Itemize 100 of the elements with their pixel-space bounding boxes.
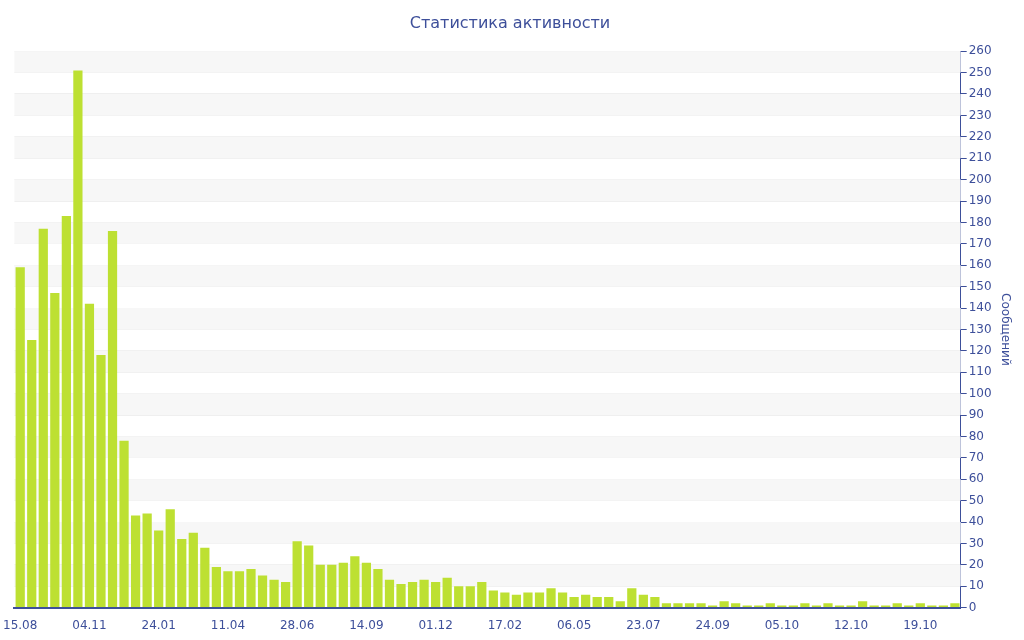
chart-title: Статистика активности: [409, 12, 611, 32]
bar: [234, 571, 245, 608]
y-tick-label: 20: [968, 556, 984, 571]
y-tick-label: 140: [968, 300, 992, 315]
bar: [465, 586, 475, 608]
bar: [315, 564, 325, 608]
bar: [765, 603, 775, 608]
bar: [165, 509, 175, 608]
bar: [211, 566, 221, 608]
bar: [534, 592, 545, 608]
x-tick-label: 06.05: [556, 617, 592, 632]
x-tick-label: 14.09: [349, 617, 384, 632]
bar: [523, 592, 533, 608]
x-tick-label: 23.07: [626, 617, 661, 632]
bar: [27, 340, 37, 608]
bar: [142, 513, 152, 608]
y-tick-label: 60: [968, 471, 984, 486]
bar: [188, 532, 198, 608]
x-tick-label: 24.01: [141, 617, 176, 632]
bar: [304, 545, 314, 608]
x-tick-label: 19.10: [903, 617, 938, 632]
y-tick-label: 80: [968, 428, 984, 443]
bar: [719, 601, 729, 608]
bar: [638, 594, 648, 608]
bar: [130, 515, 141, 608]
bar: [661, 603, 672, 608]
x-tick-label: 28.06: [279, 617, 315, 632]
y-tick-label: 160: [968, 257, 992, 272]
bar: [338, 562, 348, 608]
bar: [200, 547, 210, 608]
x-tick-label: 24.09: [695, 617, 730, 632]
y-tick-label: 180: [968, 214, 992, 229]
bar: [823, 603, 833, 608]
y-tick-label: 130: [968, 321, 992, 336]
bar: [857, 601, 868, 608]
bar: [454, 586, 464, 608]
y-tick-label: 260: [968, 43, 992, 58]
y-tick-label: 90: [968, 407, 984, 422]
bar: [604, 596, 614, 608]
x-tick-label: 17.02: [487, 617, 523, 632]
y-tick-label: 120: [968, 342, 992, 357]
bar: [177, 539, 187, 608]
bar: [488, 590, 498, 608]
bar: [350, 556, 360, 608]
bar: [477, 581, 487, 608]
bar: [50, 293, 60, 608]
bar: [673, 603, 683, 608]
y-tick-label: 250: [968, 64, 992, 79]
bar: [154, 530, 164, 608]
x-tick-label: 15.08: [3, 617, 38, 632]
bar: [223, 571, 233, 608]
y-tick-label: 220: [968, 128, 992, 143]
bar: [627, 588, 637, 608]
bar: [800, 603, 810, 608]
y-tick-label: 170: [968, 235, 992, 250]
bar: [373, 569, 383, 608]
y-tick-label: 150: [968, 278, 992, 293]
bar: [511, 594, 522, 608]
bar: [442, 577, 452, 608]
y-tick-label: 190: [968, 193, 992, 208]
bar: [650, 596, 660, 608]
y-tick-label: 30: [968, 535, 984, 550]
bar: [892, 603, 902, 608]
x-tick-label: 12.10: [833, 617, 869, 632]
bar: [500, 592, 510, 608]
bar: [396, 584, 406, 608]
y-tick-label: 10: [968, 578, 984, 593]
bar: [281, 581, 291, 608]
bar: [327, 564, 337, 608]
y-axis-title: Сообщений: [998, 293, 1013, 366]
bar: [96, 355, 106, 608]
bar: [684, 603, 695, 608]
x-tick-label: 05.10: [764, 617, 800, 632]
bar: [915, 603, 925, 608]
bar: [384, 579, 395, 608]
y-tick-label: 110: [968, 364, 992, 379]
y-tick-label: 240: [968, 86, 992, 101]
bar: [581, 594, 591, 608]
bar: [546, 588, 556, 608]
bar: [246, 569, 256, 608]
bar: [615, 601, 625, 608]
bar: [696, 603, 706, 608]
y-tick-label: 50: [968, 492, 984, 507]
bar: [15, 267, 25, 608]
bar: [38, 228, 48, 608]
bar: [592, 596, 602, 608]
bar: [950, 603, 960, 608]
x-tick-label: 01.12: [418, 617, 453, 632]
bar: [557, 592, 568, 608]
bar: [73, 70, 83, 608]
bar: [407, 581, 418, 608]
bar: [84, 303, 95, 608]
y-tick-label: 200: [968, 171, 992, 186]
y-tick-label: 40: [968, 514, 984, 529]
bar: [269, 579, 279, 608]
bar: [419, 579, 429, 608]
bar: [731, 603, 741, 608]
y-tick-label: 210: [968, 150, 992, 165]
bar: [61, 215, 71, 608]
y-tick-label: 100: [968, 385, 992, 400]
